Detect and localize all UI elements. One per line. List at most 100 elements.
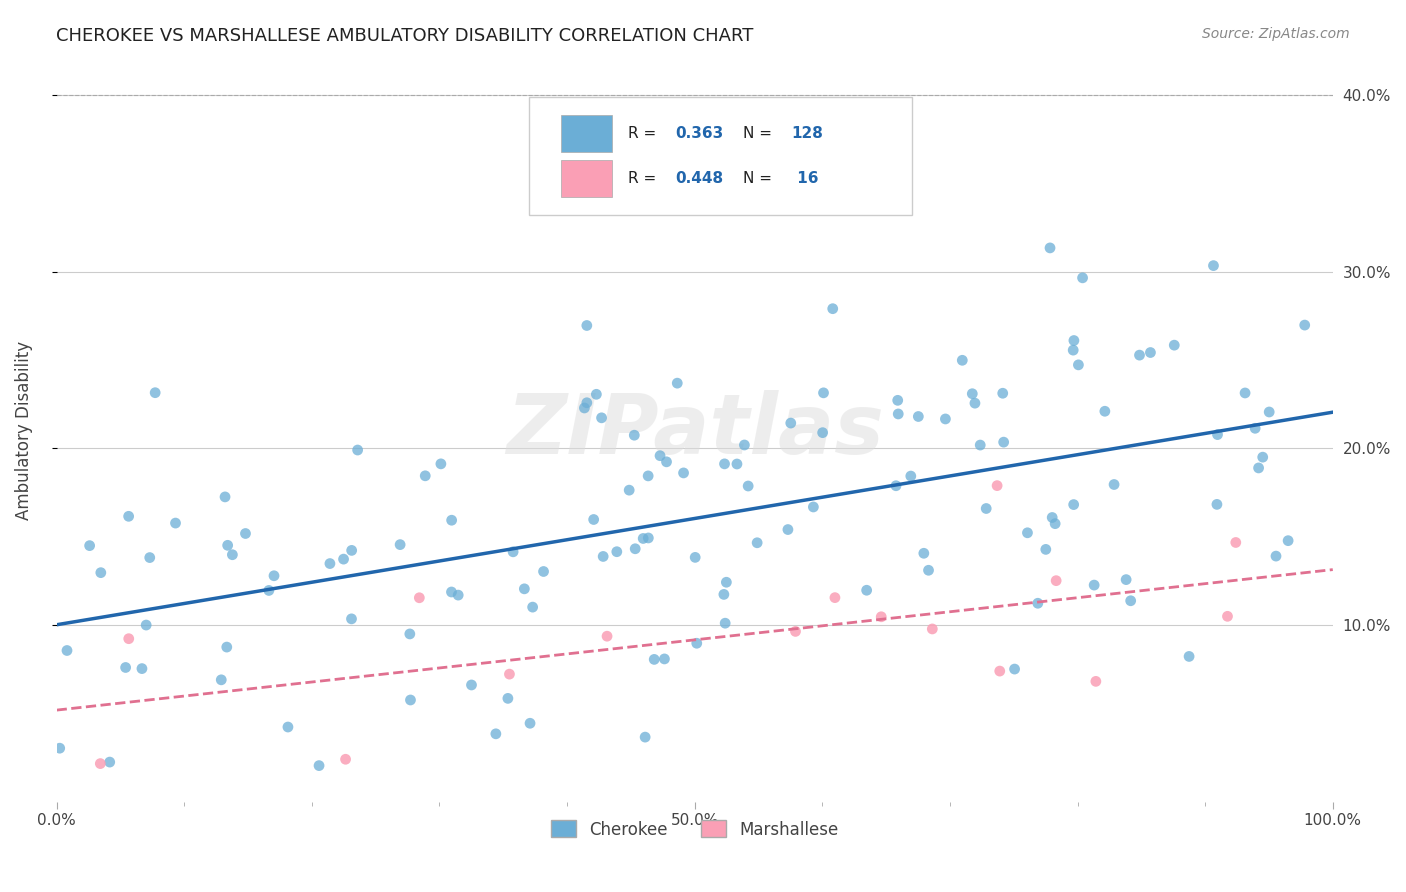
Point — [440, 513, 463, 527]
Text: R =: R = — [628, 127, 661, 141]
Point — [502, 545, 524, 559]
Point — [214, 490, 236, 504]
Point — [522, 600, 544, 615]
Point — [803, 500, 825, 514]
Point — [686, 636, 709, 650]
Point — [1163, 338, 1185, 352]
Point — [1094, 404, 1116, 418]
Point — [1040, 510, 1063, 524]
Point — [118, 632, 141, 646]
Point — [1039, 241, 1062, 255]
Point — [89, 756, 111, 771]
Point — [215, 640, 238, 654]
Point — [907, 409, 929, 424]
Point — [399, 693, 422, 707]
Point — [1084, 674, 1107, 689]
Point — [574, 401, 596, 415]
Point — [582, 512, 605, 526]
Point — [596, 629, 619, 643]
Point — [143, 385, 166, 400]
Point — [114, 660, 136, 674]
Point — [713, 457, 735, 471]
Point — [398, 627, 420, 641]
Point — [683, 550, 706, 565]
Bar — [561, 115, 612, 153]
Point — [619, 483, 641, 498]
Text: CHEROKEE VS MARSHALLESE AMBULATORY DISABILITY CORRELATION CHART: CHEROKEE VS MARSHALLESE AMBULATORY DISAB… — [56, 27, 754, 45]
Point — [447, 588, 470, 602]
Point — [1178, 649, 1201, 664]
Point — [855, 583, 877, 598]
Point — [779, 416, 801, 430]
Point — [606, 545, 628, 559]
Point — [1083, 578, 1105, 592]
Point — [648, 449, 671, 463]
Point — [634, 730, 657, 744]
Point — [1265, 549, 1288, 563]
Point — [821, 301, 844, 316]
Point — [934, 412, 956, 426]
Point — [413, 468, 436, 483]
Point — [1071, 270, 1094, 285]
Point — [1035, 542, 1057, 557]
Point — [1234, 386, 1257, 401]
Point — [824, 591, 846, 605]
Point — [917, 563, 939, 577]
Point — [139, 550, 162, 565]
Text: N =: N = — [744, 127, 778, 141]
Point — [389, 538, 412, 552]
Point — [56, 643, 79, 657]
Point — [776, 523, 799, 537]
Point — [969, 438, 991, 452]
Point — [1225, 535, 1247, 549]
Point — [131, 662, 153, 676]
Point — [1247, 461, 1270, 475]
Point — [643, 652, 665, 666]
Point — [98, 755, 121, 769]
Point — [1026, 596, 1049, 610]
Text: N =: N = — [744, 170, 778, 186]
Point — [117, 509, 139, 524]
Point — [986, 478, 1008, 492]
Point — [1119, 593, 1142, 607]
Point — [623, 428, 645, 442]
Point — [666, 376, 689, 391]
Text: Source: ZipAtlas.com: Source: ZipAtlas.com — [1202, 27, 1350, 41]
Point — [496, 691, 519, 706]
Point — [485, 727, 508, 741]
Point — [585, 387, 607, 401]
Point — [884, 479, 907, 493]
Text: 0.448: 0.448 — [675, 170, 724, 186]
Point — [988, 664, 1011, 678]
Point — [332, 552, 354, 566]
Text: ZIPatlas: ZIPatlas — [506, 390, 883, 471]
Point — [912, 546, 935, 560]
Point — [1206, 427, 1229, 442]
Point — [575, 396, 598, 410]
Point — [90, 566, 112, 580]
Point — [716, 575, 738, 590]
Point — [637, 531, 659, 545]
Legend: Cherokee, Marshallese: Cherokee, Marshallese — [544, 814, 845, 846]
Point — [533, 565, 555, 579]
Text: R =: R = — [628, 170, 661, 186]
Point — [575, 318, 598, 333]
Point — [1244, 421, 1267, 435]
Point — [631, 532, 654, 546]
Point — [277, 720, 299, 734]
Point — [713, 587, 735, 601]
Point — [1067, 358, 1090, 372]
Y-axis label: Ambulatory Disability: Ambulatory Disability — [15, 341, 32, 520]
Point — [308, 758, 330, 772]
Point — [340, 612, 363, 626]
Point — [747, 535, 769, 549]
Point — [165, 516, 187, 530]
Point — [513, 582, 536, 596]
Point — [346, 443, 368, 458]
Point — [963, 396, 986, 410]
Point — [79, 539, 101, 553]
Point — [217, 538, 239, 552]
Point — [1202, 259, 1225, 273]
Point — [1216, 609, 1239, 624]
Point — [592, 549, 614, 564]
